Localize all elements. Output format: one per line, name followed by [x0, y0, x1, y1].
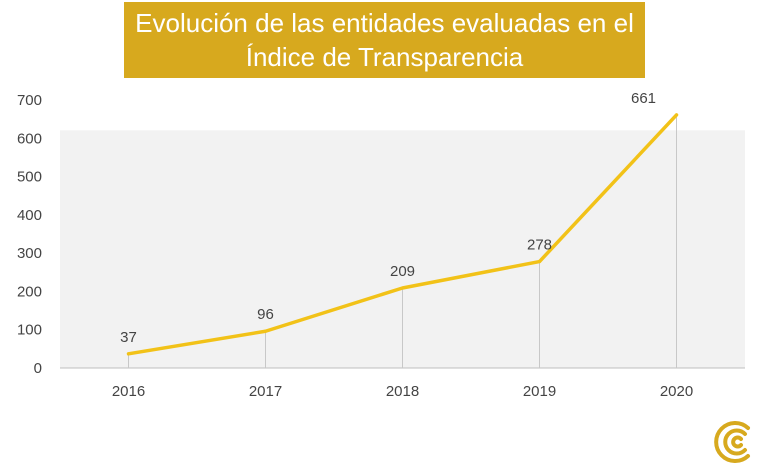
data-label: 278	[527, 237, 552, 254]
x-tick-label: 2016	[112, 383, 145, 400]
data-point	[538, 260, 541, 264]
chart-title: Evolución de las entidades evaluadas en …	[124, 2, 645, 78]
data-point	[401, 286, 404, 290]
chart-title-line-2: Índice de Transparencia	[245, 42, 524, 72]
data-label: 661	[631, 90, 656, 107]
x-tick-label: 2017	[249, 383, 282, 400]
y-tick-label: 500	[17, 169, 42, 186]
data-label: 209	[390, 263, 415, 280]
data-point	[127, 352, 130, 356]
c-logo-icon	[714, 421, 750, 463]
y-tick-label: 300	[17, 245, 42, 262]
data-point	[675, 113, 678, 117]
chart-title-line-1: Evolución de las entidades evaluadas en …	[135, 8, 634, 38]
x-tick-label: 2019	[523, 383, 556, 400]
data-label: 37	[120, 329, 137, 346]
y-tick-label: 600	[17, 130, 42, 147]
y-tick-label: 100	[17, 322, 42, 339]
y-tick-label: 200	[17, 283, 42, 300]
data-label: 96	[257, 306, 274, 323]
x-tick-label: 2020	[660, 383, 693, 400]
y-tick-label: 400	[17, 207, 42, 224]
y-tick-label: 700	[17, 92, 42, 109]
data-point	[264, 329, 267, 333]
x-tick-label: 2018	[386, 383, 419, 400]
y-tick-label: 0	[34, 360, 42, 377]
